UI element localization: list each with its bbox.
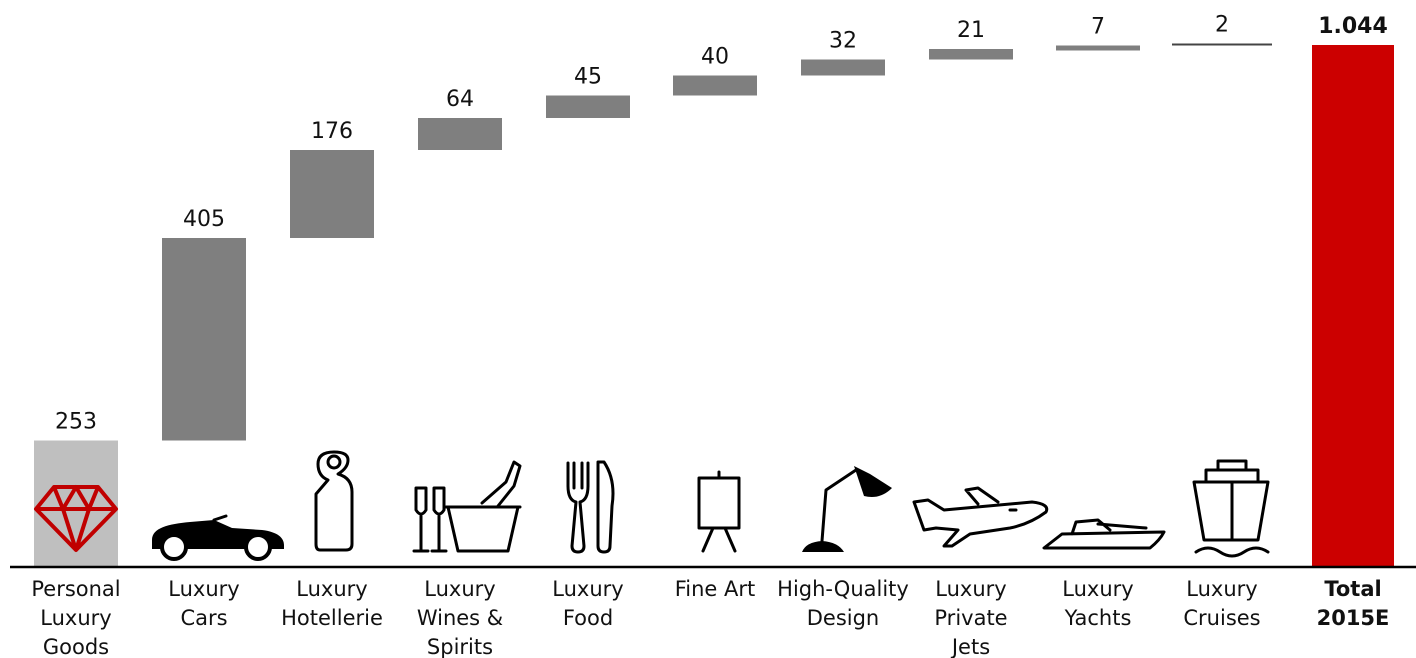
bar-1 [162,238,246,441]
value-label-1: 405 [183,207,225,232]
bar-4 [546,95,630,118]
bar-6 [801,59,885,76]
category-label-10: Total 2015E [1317,577,1390,630]
category-label-2: Luxury Hotellerie [281,577,383,630]
bar-9 [1172,43,1272,46]
cruise-ship-icon [1192,459,1270,558]
car-icon [152,514,284,561]
value-label-5: 40 [701,45,729,70]
airplane-icon [912,486,1049,548]
value-labels-layer: 253 405 176 64 45 40 32 21 7 2 1.044 [55,13,1388,435]
value-label-8: 7 [1091,15,1105,40]
value-label-0: 253 [55,410,97,435]
category-label-9: Luxury Cruises [1183,577,1260,630]
wine-bucket-icon [412,460,522,553]
bars-layer [34,43,1394,567]
category-label-6: High-Quality Design [777,577,909,630]
category-labels-layer: Personal Luxury Goods Luxury Cars Luxury Hotel… [31,577,1389,658]
bar-8 [1056,45,1140,51]
fork-knife-icon [566,460,615,554]
door-hanger-icon [314,450,354,552]
category-label-8: Luxury Yachts [1062,577,1133,630]
bar-10 [1312,45,1394,567]
value-label-2: 176 [311,119,353,144]
category-label-1: Luxury Cars [168,577,239,630]
bar-5 [673,75,757,96]
yacht-icon [1042,518,1166,550]
bar-3 [418,118,502,150]
category-label-0: Personal Luxury Goods [31,577,120,658]
desk-lamp-icon [802,466,892,552]
category-label-3: Luxury Wines & Spirits [417,577,503,658]
value-label-7: 21 [957,18,985,43]
value-label-10: 1.044 [1318,14,1388,39]
category-label-7: Luxury Private Jets [934,577,1007,658]
value-label-4: 45 [574,65,602,90]
diamond-icon [34,485,118,552]
icons-layer [34,450,1270,561]
easel-icon [697,470,741,553]
value-label-3: 64 [446,87,474,112]
bar-7 [929,49,1013,60]
value-label-9: 2 [1215,13,1229,38]
bar-2 [290,150,374,238]
category-label-4: Luxury Food [552,577,623,630]
value-label-6: 32 [829,29,857,54]
category-label-5: Fine Art [675,577,756,601]
